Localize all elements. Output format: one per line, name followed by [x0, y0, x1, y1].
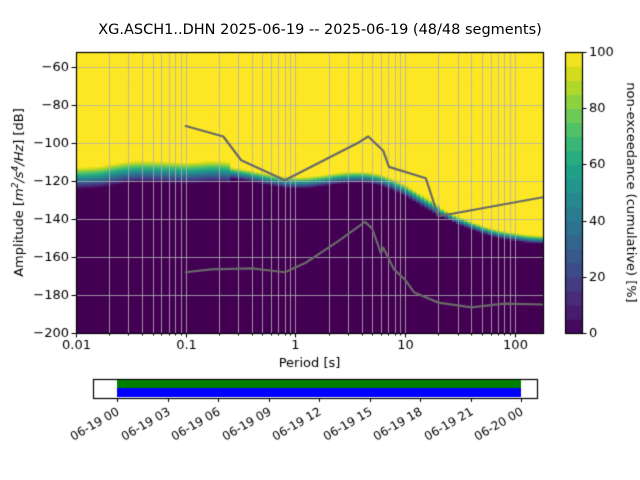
page-title: XG.ASCH1..DHN 2025-06-19 -- 2025-06-19 (…	[98, 22, 542, 38]
colorbar[interactable]	[565, 52, 582, 333]
y-axis-label	[12, 90, 30, 300]
colorbar-label	[600, 70, 620, 300]
x-axis-label	[260, 338, 360, 354]
timeline-coverage-bar[interactable]	[93, 379, 537, 398]
ppsd-heatmap-axes[interactable]	[76, 52, 543, 333]
